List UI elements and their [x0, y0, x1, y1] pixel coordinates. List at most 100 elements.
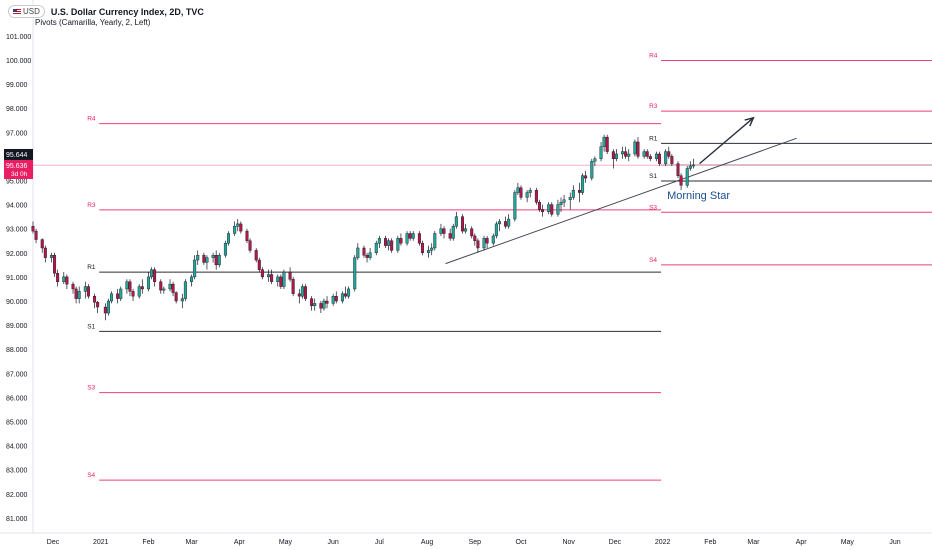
y-tick-label: 88.000	[6, 347, 28, 354]
candle	[49, 252, 53, 263]
candle	[303, 284, 307, 301]
candle	[454, 211, 458, 229]
y-tick-label: 83.000	[6, 468, 28, 475]
candle-body	[390, 240, 394, 251]
candle	[291, 276, 295, 297]
candle-body	[65, 276, 69, 285]
candle	[248, 238, 252, 253]
candle	[494, 221, 498, 239]
candle-body	[239, 223, 243, 232]
candle-body	[205, 257, 209, 263]
us-flag-icon	[13, 8, 21, 15]
candle-body	[303, 286, 307, 299]
candle	[153, 267, 157, 287]
candle-body	[417, 233, 421, 244]
candle-body	[86, 286, 90, 297]
candle	[442, 226, 446, 239]
candle-body	[670, 156, 674, 164]
candle-body	[77, 291, 81, 299]
candle-body	[534, 189, 538, 203]
y-tick-label: 92.000	[6, 251, 28, 258]
candle	[581, 173, 585, 195]
candle-body	[217, 255, 221, 266]
candle	[439, 223, 443, 236]
candle	[658, 151, 662, 167]
candle-body	[516, 187, 520, 193]
candle	[491, 233, 495, 246]
candle	[396, 235, 400, 253]
symbol-badge[interactable]: USD	[8, 5, 45, 18]
candle	[411, 231, 415, 241]
candle	[65, 274, 69, 289]
candle-body	[688, 165, 692, 169]
candle	[550, 202, 554, 217]
candle-body	[356, 247, 360, 258]
last-price-tag	[4, 148, 33, 160]
candle	[260, 267, 264, 280]
candle-body	[137, 286, 141, 297]
candle	[399, 233, 403, 246]
candle-body	[291, 279, 295, 294]
x-axis: Dec 2021 Feb Mar Apr May Jun Jul Aug Sep Oct Nov Dec…	[0, 532, 932, 546]
candle-body	[602, 136, 606, 147]
candle-body	[454, 216, 458, 227]
candle-body	[96, 302, 100, 308]
candle	[621, 146, 625, 159]
y-tick-label: 93.000	[6, 227, 28, 234]
candle-body	[504, 221, 508, 227]
chart-title: U.S. Dollar Currency Index, 2D, TVC	[50, 6, 204, 17]
candle-body	[110, 293, 114, 302]
candle	[146, 272, 150, 292]
candle-body	[568, 197, 572, 200]
candle-body	[83, 286, 87, 292]
y-tick-label: 99.000	[6, 82, 28, 89]
candle	[83, 281, 87, 299]
candle-body	[365, 255, 369, 258]
candle	[343, 286, 347, 299]
candle-body	[420, 242, 424, 254]
candle	[31, 221, 35, 234]
candle-body	[448, 233, 452, 239]
candle	[340, 291, 344, 304]
candle	[334, 291, 338, 304]
candle	[34, 228, 38, 244]
candle	[125, 279, 129, 294]
candle-body	[387, 240, 391, 246]
indicator-label[interactable]: Pivots (Camarilla, Yearly, 2, Left)	[35, 18, 151, 27]
candle	[365, 252, 369, 263]
candle-body	[368, 252, 372, 258]
candle-body	[411, 233, 415, 239]
candle	[223, 240, 227, 258]
candle	[267, 269, 271, 282]
x-tick-label: Dec	[609, 539, 622, 546]
candle	[190, 274, 194, 287]
candle	[174, 291, 178, 304]
candle	[473, 233, 477, 246]
candle	[676, 161, 680, 179]
candle	[387, 238, 391, 251]
candle-body	[513, 192, 517, 220]
current-price-tag	[4, 159, 33, 179]
candle	[40, 238, 44, 253]
candle	[196, 250, 200, 265]
y-axis: 101.000100.00099.00098.00097.00096.00095…	[6, 0, 34, 533]
candle-body	[621, 151, 625, 155]
candle	[679, 173, 683, 191]
x-tick-label: Feb	[704, 539, 716, 546]
candle-body	[267, 274, 271, 278]
candle-body	[71, 283, 75, 290]
candle-body	[53, 255, 57, 274]
candle-body	[288, 271, 292, 280]
candle-body	[584, 175, 588, 179]
candle-body	[590, 161, 594, 179]
candle-body	[150, 269, 154, 278]
candle-body	[343, 293, 347, 297]
pivot-label-2022-r1: R1	[649, 135, 658, 142]
candle	[279, 274, 283, 289]
candle	[645, 149, 649, 159]
y-tick-label: 97.000	[6, 130, 28, 137]
candle-body	[451, 226, 455, 239]
x-tick-label: Aug	[421, 539, 434, 546]
y-tick-label: 95.000	[6, 179, 28, 186]
